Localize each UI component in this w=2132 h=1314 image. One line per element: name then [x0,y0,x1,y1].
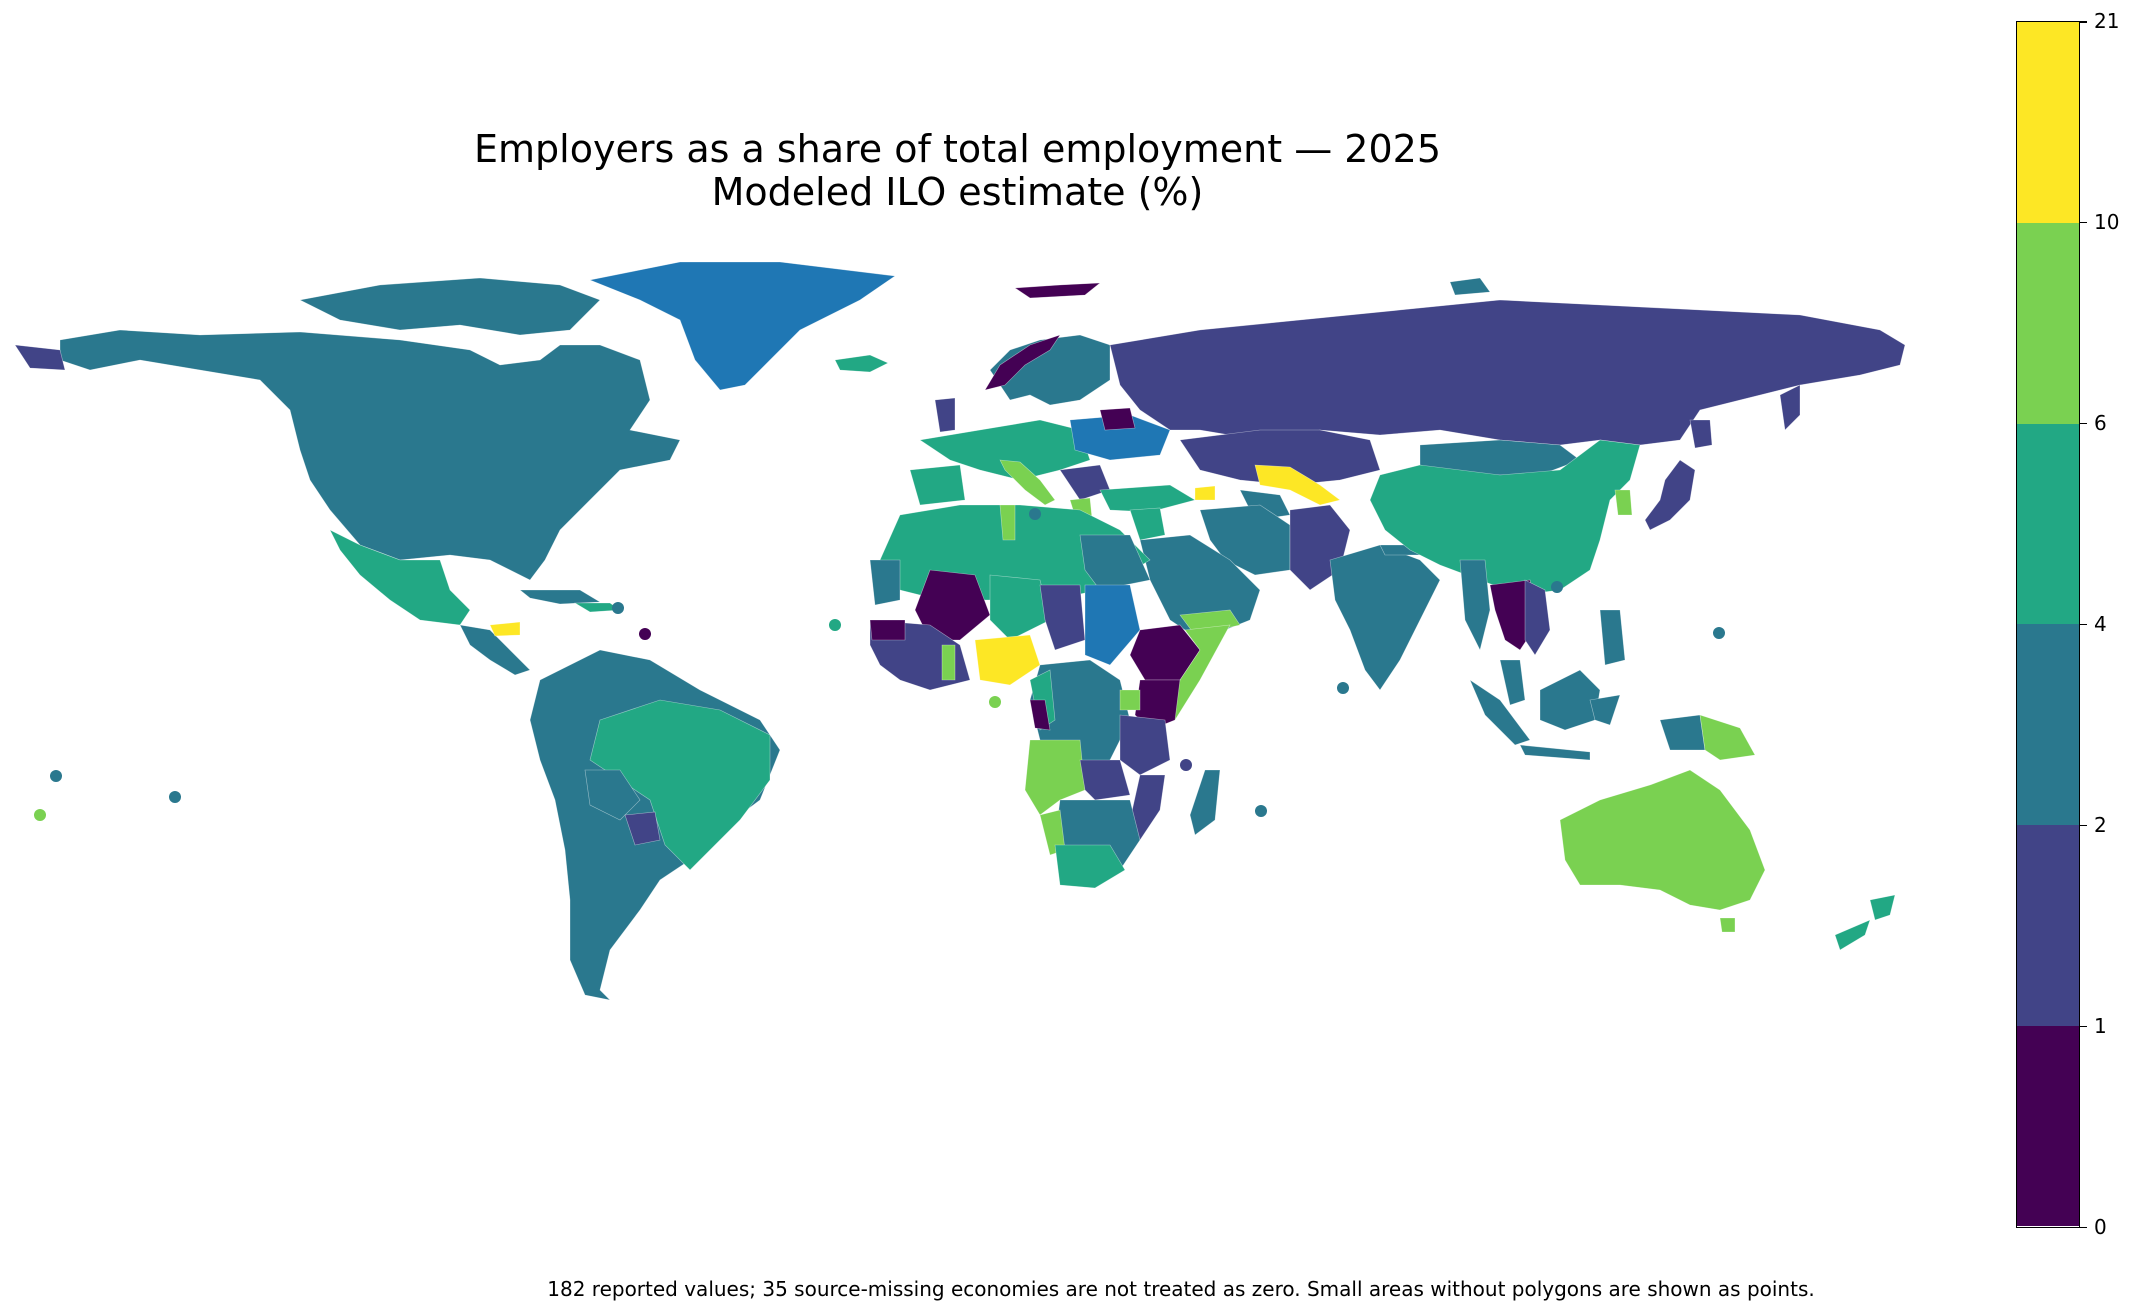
region-gabon [1029,699,1051,731]
region-tasmania [1719,917,1736,933]
colorbar-tick-label: 1 [2094,1013,2107,1038]
region-alaska-west [14,344,66,371]
region-japan-north [1689,419,1713,449]
region-western-sahara [869,559,901,606]
colorbar-tick [2079,623,2087,626]
region-belarus [1099,407,1136,431]
region-vietnam [1524,579,1551,656]
region-zambia [1079,759,1131,801]
region-norway [984,334,1061,391]
region-china [1369,439,1641,596]
region-sudan [1084,584,1141,666]
colorbar-tick [2079,21,2087,23]
region-turkey [1099,484,1196,513]
point-area [1551,581,1563,593]
colorbar-segment [2017,423,2079,625]
colorbar-tick [2079,422,2087,425]
colorbar-tick-label: 2 [2094,812,2107,837]
region-svalbard [1014,282,1101,299]
colorbar-segment [2017,824,2079,1026]
point-area [1337,682,1349,694]
region-korea [1614,489,1633,516]
point-area [1180,759,1192,771]
region-honduras [489,621,521,637]
region-italy [999,459,1056,506]
colorbar [2016,21,2080,1228]
point-area [1255,805,1267,817]
region-kazakhstan [1179,429,1381,486]
point-area [169,791,181,803]
region-niger-chad [989,574,1051,641]
colorbar-tick [2079,221,2087,224]
colorbar-tick-label: 0 [2094,1214,2107,1239]
region-sulawesi [1589,694,1621,726]
point-area [639,628,651,640]
region-australia [1559,769,1766,911]
region-caucasus [1194,485,1216,501]
point-area [829,619,841,631]
region-uzbekistan [1254,464,1341,506]
colorbar-tick-label: 4 [2094,611,2107,636]
chart-title-line1: Employers as a share of total employment… [474,127,1441,171]
colorbar-tick-label: 10 [2094,209,2120,234]
colorbar-segment [2017,222,2079,424]
region-new-zealand-north [1869,894,1896,921]
region-uk [934,397,956,433]
colorbar-segment [2017,1025,2079,1227]
map-caption: 182 reported values; 35 source-missing e… [547,1277,1815,1301]
region-greenland [588,261,896,391]
colorbar-tick-label: 6 [2094,410,2107,435]
region-tunisia [999,504,1016,541]
region-kamchatka [1779,384,1801,431]
region-philippines [1599,609,1626,666]
colorbar-segment [2017,624,2079,826]
region-senegal [869,619,906,641]
point-area [1713,627,1725,639]
colorbar-tick-label: 21 [2094,9,2120,33]
region-canada-islands [299,277,601,336]
region-paraguay [624,811,661,846]
region-malaysia [1499,659,1526,706]
region-south-africa [1054,844,1126,889]
region-new-zealand-south [1834,919,1871,951]
region-iran [1199,504,1291,576]
point-area [50,770,62,782]
region-india [1329,544,1441,691]
region-tanzania [1119,714,1171,776]
colorbar-tick [2079,1025,2087,1028]
region-western-europe [919,419,1091,481]
world-choropleth-map [14,261,1906,1001]
colorbar-tick [2079,1226,2087,1228]
region-mali [914,569,991,641]
chart-title: Employers as a share of total employment… [0,128,1915,214]
region-japan [1644,459,1696,531]
region-png [1699,714,1756,761]
point-area [34,809,46,821]
point-area [612,602,624,614]
region-central-america [459,624,531,676]
region-north-america [59,329,681,581]
region-novaya-zemlya [1449,277,1491,296]
point-area [989,696,1001,708]
region-madagascar [1189,769,1221,836]
region-iberia [909,464,966,506]
region-new-guinea-west [1659,714,1706,751]
region-java [1519,744,1591,761]
point-area [1029,508,1041,520]
region-nigeria [974,634,1041,686]
chart-title-line2: Modeled ILO estimate (%) [711,170,1204,214]
region-chad [1039,584,1086,651]
region-sumatra [1469,679,1531,746]
region-mexico [329,529,471,626]
region-myanmar [1459,559,1491,651]
colorbar-tick [2079,824,2087,827]
region-bolivia [584,769,641,821]
region-ghana [941,644,956,681]
colorbar-segment [2017,22,2079,224]
region-levant [1129,507,1166,541]
region-cuba [519,589,602,605]
region-uganda [1119,689,1141,711]
region-iceland [834,354,889,373]
